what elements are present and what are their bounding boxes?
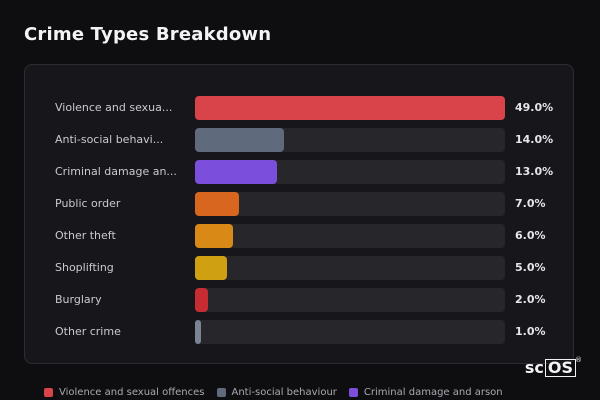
category-label: Public order [55, 197, 121, 210]
category-label: Other theft [55, 229, 116, 242]
category-label: Criminal damage an... [55, 165, 177, 178]
chart-legend: Violence and sexual offences Anti-social … [44, 387, 515, 398]
bar-row: Anti-social behavi... 14.0% [25, 128, 573, 152]
bar [195, 96, 505, 120]
legend-label: Criminal damage and arson [363, 387, 503, 398]
value-label: 6.0% [515, 229, 546, 242]
brand-text-b: OS [544, 358, 576, 377]
brand-registered-mark: ® [575, 356, 582, 364]
value-label: 1.0% [515, 325, 546, 338]
legend-swatch [216, 388, 226, 397]
value-label: 49.0% [515, 101, 554, 114]
bar-track [195, 192, 505, 216]
category-label: Burglary [55, 293, 102, 306]
category-label: Other crime [55, 325, 121, 338]
value-label: 14.0% [515, 133, 554, 146]
bar-track [195, 160, 505, 184]
legend-swatch [348, 388, 358, 397]
bar-track [195, 256, 505, 280]
brand-text-a: sc [524, 358, 544, 377]
bar-row: Other crime 1.0% [25, 320, 573, 344]
bar-track [195, 288, 505, 312]
bar-row: Public order 7.0% [25, 192, 573, 216]
legend-label: Anti-social behaviour [231, 387, 337, 398]
legend-label: Violence and sexual offences [59, 387, 205, 398]
value-label: 7.0% [515, 197, 546, 210]
category-label: Anti-social behavi... [55, 133, 164, 146]
bar [195, 192, 240, 216]
value-label: 2.0% [515, 293, 546, 306]
chart-title: Crime Types Breakdown [24, 24, 272, 45]
legend-item: Violence and sexual offences [44, 387, 205, 398]
bar-row: Other theft 6.0% [25, 224, 573, 248]
bar-row: Criminal damage an... 13.0% [25, 160, 573, 184]
bar [195, 288, 208, 312]
value-label: 13.0% [515, 165, 554, 178]
bar [195, 224, 233, 248]
legend-item: Criminal damage and arson [348, 387, 503, 398]
bar [195, 128, 284, 152]
value-label: 5.0% [515, 261, 546, 274]
bar [195, 320, 202, 344]
bar-track [195, 128, 505, 152]
category-label: Shoplifting [55, 261, 114, 274]
bar-row: Violence and sexua... 49.0% [25, 96, 573, 120]
bar-row: Shoplifting 5.0% [25, 256, 573, 280]
legend-swatch [44, 388, 53, 397]
bar [195, 256, 227, 280]
bar-track [195, 96, 505, 120]
category-label: Violence and sexua... [55, 101, 173, 114]
chart-panel: Violence and sexua... 49.0% Anti-social be… [24, 64, 574, 364]
bar-row: Burglary 2.0% [25, 288, 573, 312]
bar-track [195, 320, 505, 344]
bar-track [195, 224, 505, 248]
legend-item: Anti-social behaviour [216, 387, 337, 398]
brand-logo: sc OS ® [524, 356, 582, 377]
bar [195, 160, 278, 184]
